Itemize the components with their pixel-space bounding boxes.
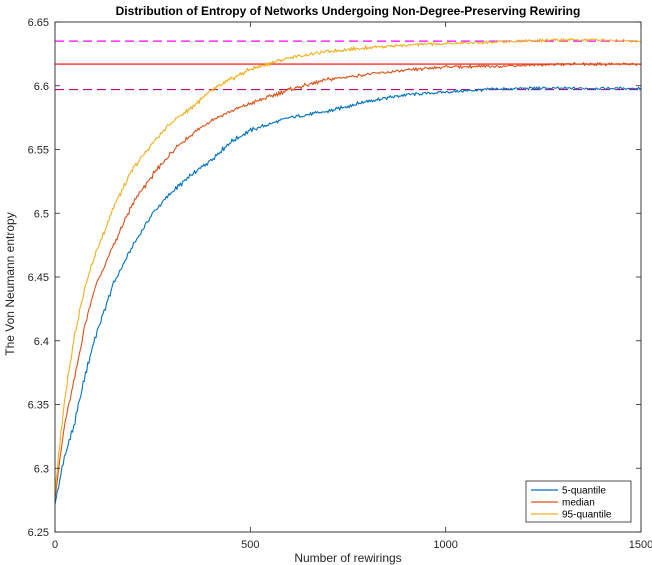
- y-tick-label: 6.5: [34, 208, 49, 220]
- plot-area: 0 500 1000 1500 6.25 6.3 6.35 6.4 6.45 6.5 6.55 6.6…: [28, 17, 652, 551]
- legend-label-95-quantile: 95-quantile: [562, 510, 612, 521]
- y-tick-label: 6.55: [28, 145, 49, 157]
- y-tick-label: 6.6: [34, 81, 49, 93]
- x-tick-label: 500: [241, 539, 259, 551]
- x-tick-label: 1500: [629, 539, 652, 551]
- series-line-95-quantile: [54, 37, 642, 494]
- legend-label-5-quantile: 5-quantile: [562, 486, 606, 497]
- y-tick-label: 6.25: [28, 527, 49, 539]
- series-line-5-quantile: [54, 86, 642, 505]
- x-tick-label: 1000: [433, 539, 457, 551]
- y-tick-label: 6.3: [34, 463, 49, 475]
- y-axis-label: The Von Neumann entropy: [3, 212, 17, 355]
- y-tick-label: 6.45: [28, 272, 49, 284]
- y-tick-label: 6.65: [28, 17, 49, 29]
- y-tick-label: 6.4: [34, 336, 49, 348]
- x-axis-label: Number of rewirings: [294, 551, 401, 565]
- y-tick-label: 6.35: [28, 400, 49, 412]
- chart-title: Distribution of Entropy of Networks Unde…: [116, 4, 581, 18]
- x-tick-label: 0: [52, 539, 58, 551]
- series-line-median: [54, 61, 642, 500]
- legend-label-median: median: [562, 498, 595, 509]
